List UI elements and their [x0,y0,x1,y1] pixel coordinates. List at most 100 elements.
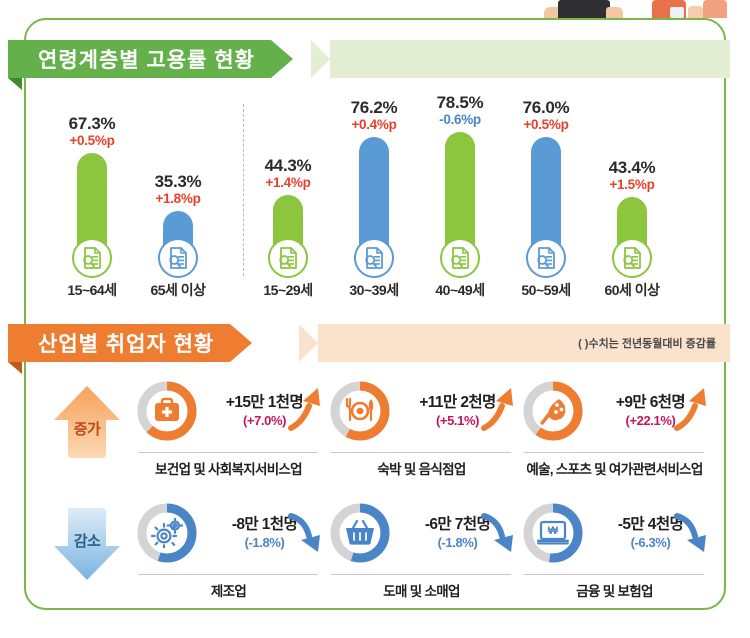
ribbon-fold-icon [8,362,22,374]
restaurant-icon [343,394,377,428]
decrease-label: 감소 [73,533,101,550]
industry-item-percent: (-1.8%) [244,534,285,550]
bar-labels: 76.2% +0.4%p [351,98,398,133]
document-search-icon [526,238,566,278]
document-search-icon [268,238,308,278]
medical-kit-icon [150,394,184,428]
illustration-arm-left [544,7,562,18]
industry-item-percent: (-1.8%) [437,534,478,550]
industry-item-count: +15만 1천명 [225,394,304,412]
progress-donut [136,380,198,442]
industry-item-count: +11만 2천명 [419,394,496,412]
section-header-age-extension [311,40,730,78]
industry-item[interactable]: -8만 1천명 (-1.8%) 제조업 [132,494,325,606]
trend-arrow-down-icon [480,510,516,556]
industry-item-count: -6만 7천명 [424,516,491,534]
industry-item-divider [524,574,704,575]
industry-item-top: ₩ -5만 4천명 (-6.3%) [518,494,711,572]
illustration-cup [670,7,684,18]
trend-arrow-down-icon [287,510,323,556]
decrease-items: -8만 1천명 (-1.8%) 제조업 [132,494,712,606]
industry-item-top: +9만 6천명 (+22.1%) [518,372,711,450]
bar-value: 35.3% [154,171,202,191]
progress-donut [329,380,391,442]
industry-item-count: +9만 6천명 [615,394,686,412]
bar-delta: +0.4%p [351,117,397,133]
arrow-up-house-icon: 증가 [50,380,124,462]
bar-labels: 43.4% +1.5%p [609,158,656,193]
bar-value: 76.0% [522,97,570,117]
chart-bars: 67.3% +0.5%p 15~64세 35.3% +1.8%p 65세 이상 [40,93,710,306]
trend-arrow-up-icon [480,386,516,432]
bar-shape[interactable] [268,195,308,278]
bar-group: 43.4% +1.5%p 60세 이상 [589,158,675,298]
progress-donut: ₩ [522,502,584,564]
industry-item[interactable]: ₩ -5만 4천명 (-6.3%) 금융 및 보험업 [518,494,711,606]
bar-labels: 78.5% -0.6%p [437,93,484,128]
gears-icon [150,516,184,550]
illustration-person-suit [558,0,610,18]
bar-value: 76.2% [350,97,398,117]
industry-increase-row: 증가 +15만 1천명 (+7.0%) [40,372,712,484]
document-search-icon [354,238,394,278]
bar-shape[interactable] [612,197,652,278]
industry-item-name: 보건업 및 사회복지서비스업 [155,462,302,477]
arts-sports-icon [536,394,570,428]
industry-item-name: 숙박 및 음식점업 [377,462,466,477]
industry-item-divider [138,452,318,453]
industry-item[interactable]: +11만 2천명 (+5.1%) 숙박 및 음식점업 [325,372,518,484]
bar-shape[interactable] [354,137,394,278]
industry-item[interactable]: -6만 7천명 (-1.8%) 도매 및 소매업 [325,494,518,606]
document-search-icon [612,238,652,278]
bar-group: 44.3% +1.4%p 15~29세 [245,155,331,298]
industry-item-numbers: +9만 6천명 (+22.1%) [590,393,711,429]
progress-donut [522,380,584,442]
illustration-person-white [626,0,652,18]
trend-arrow-down-icon [673,510,709,556]
top-illustration [540,0,730,18]
industry-item-name: 도매 및 소매업 [383,584,460,599]
bar-delta: +0.5%p [523,117,569,133]
bar-axis-label: 30~39세 [349,282,399,298]
bar-group: 67.3% +0.5%p 15~64세 [49,114,135,298]
bar-shape[interactable] [158,211,198,278]
bar-labels: 35.3% +1.8%p [155,172,202,207]
industry-item-numbers: -8만 1천명 (-1.8%) [204,515,325,551]
bar-delta: +1.8%p [155,191,201,207]
bar-group: 76.2% +0.4%p 30~39세 [331,98,417,298]
laptop-won-icon: ₩ [536,516,570,550]
document-search-icon [158,238,198,278]
trend-arrow-up-icon [673,386,709,432]
bar-value: 44.3% [264,155,312,175]
svg-text:₩: ₩ [548,525,559,537]
ribbon-fold-icon [8,78,22,90]
section-header-age-title: 연령계층별 고용률 현황 [8,40,293,78]
bar-shape[interactable] [526,137,566,278]
bar-shape[interactable] [72,153,112,278]
industry-item[interactable]: +15만 1천명 (+7.0%) 보건업 및 사회복지서비스업 [132,372,325,484]
illustration-arm-far-right [688,6,704,18]
bar-group: 35.3% +1.8%p 65세 이상 [135,172,221,298]
arrow-down-icon: 감소 [50,502,124,584]
industry-item-top: -6만 7천명 (-1.8%) [325,494,518,572]
bar-delta: +1.5%p [609,177,655,193]
trend-arrow-up-icon [287,386,323,432]
industry-item-numbers: -5만 4천명 (-6.3%) [590,515,711,551]
bar-labels: 67.3% +0.5%p [69,114,116,149]
industry-item-count: -8만 1천명 [231,516,298,534]
industry-item-divider [331,574,511,575]
industry-item-top: +15만 1천명 (+7.0%) [132,372,325,450]
industry-item-count: -5만 4천명 [617,516,684,534]
industry-item[interactable]: +9만 6천명 (+22.1%) 예술, 스포츠 및 여가관련서비스업 [518,372,711,484]
age-employment-chart: 67.3% +0.5%p 15~64세 35.3% +1.8%p 65세 이상 [40,93,710,306]
bar-axis-label: 60세 이상 [604,282,660,298]
document-search-icon [440,238,480,278]
progress-donut [136,502,198,564]
industry-item-top: -8만 1천명 (-1.8%) [132,494,325,572]
industry-item-percent: (-6.3%) [630,534,671,550]
bar-group: 78.5% -0.6%p 40~49세 [417,93,503,298]
industry-note: ( )수치는 전년동월대비 증감률 [578,338,716,350]
bar-shape[interactable] [440,132,480,278]
bar-axis-label: 50~59세 [521,282,571,298]
industry-item-name: 제조업 [210,584,247,599]
